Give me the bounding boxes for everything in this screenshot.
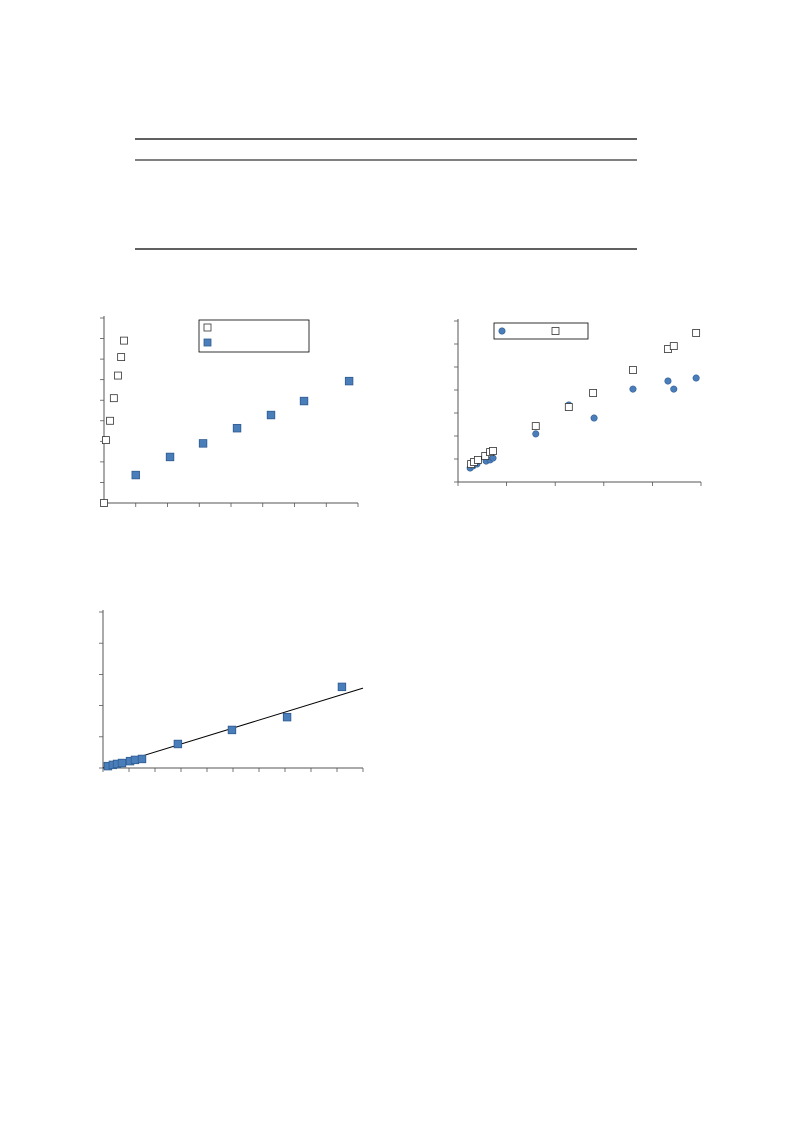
point: [109, 394, 118, 403]
legend-box: [493, 322, 589, 340]
point: [481, 452, 490, 460]
legend-marker: [498, 327, 506, 335]
legend-marker: [551, 327, 560, 335]
legend-box: [198, 319, 310, 353]
point: [227, 725, 237, 735]
point: [102, 436, 110, 445]
point: [137, 754, 147, 764]
point: [531, 422, 540, 431]
point: [131, 470, 140, 480]
point: [337, 682, 347, 692]
legend-marker: [203, 323, 212, 332]
point: [117, 758, 127, 768]
point: [589, 389, 598, 397]
point: [692, 329, 701, 337]
point: [564, 403, 573, 411]
point: [489, 447, 497, 455]
point: [299, 396, 309, 406]
point: [664, 377, 672, 385]
point: [474, 456, 482, 464]
point: [117, 353, 126, 361]
point: [532, 430, 540, 438]
legend-marker: [203, 338, 212, 347]
point: [165, 452, 175, 462]
point: [173, 739, 183, 749]
point: [232, 423, 242, 433]
point: [590, 414, 598, 422]
point: [100, 499, 108, 507]
point: [344, 376, 354, 386]
point: [198, 439, 208, 448]
point: [114, 371, 122, 380]
point: [266, 410, 276, 420]
point: [106, 416, 114, 425]
point: [670, 385, 678, 393]
point: [669, 342, 678, 350]
point: [130, 755, 140, 765]
point: [692, 374, 700, 382]
point: [629, 385, 637, 393]
point: [629, 366, 637, 374]
point: [282, 712, 292, 722]
point: [120, 336, 128, 345]
